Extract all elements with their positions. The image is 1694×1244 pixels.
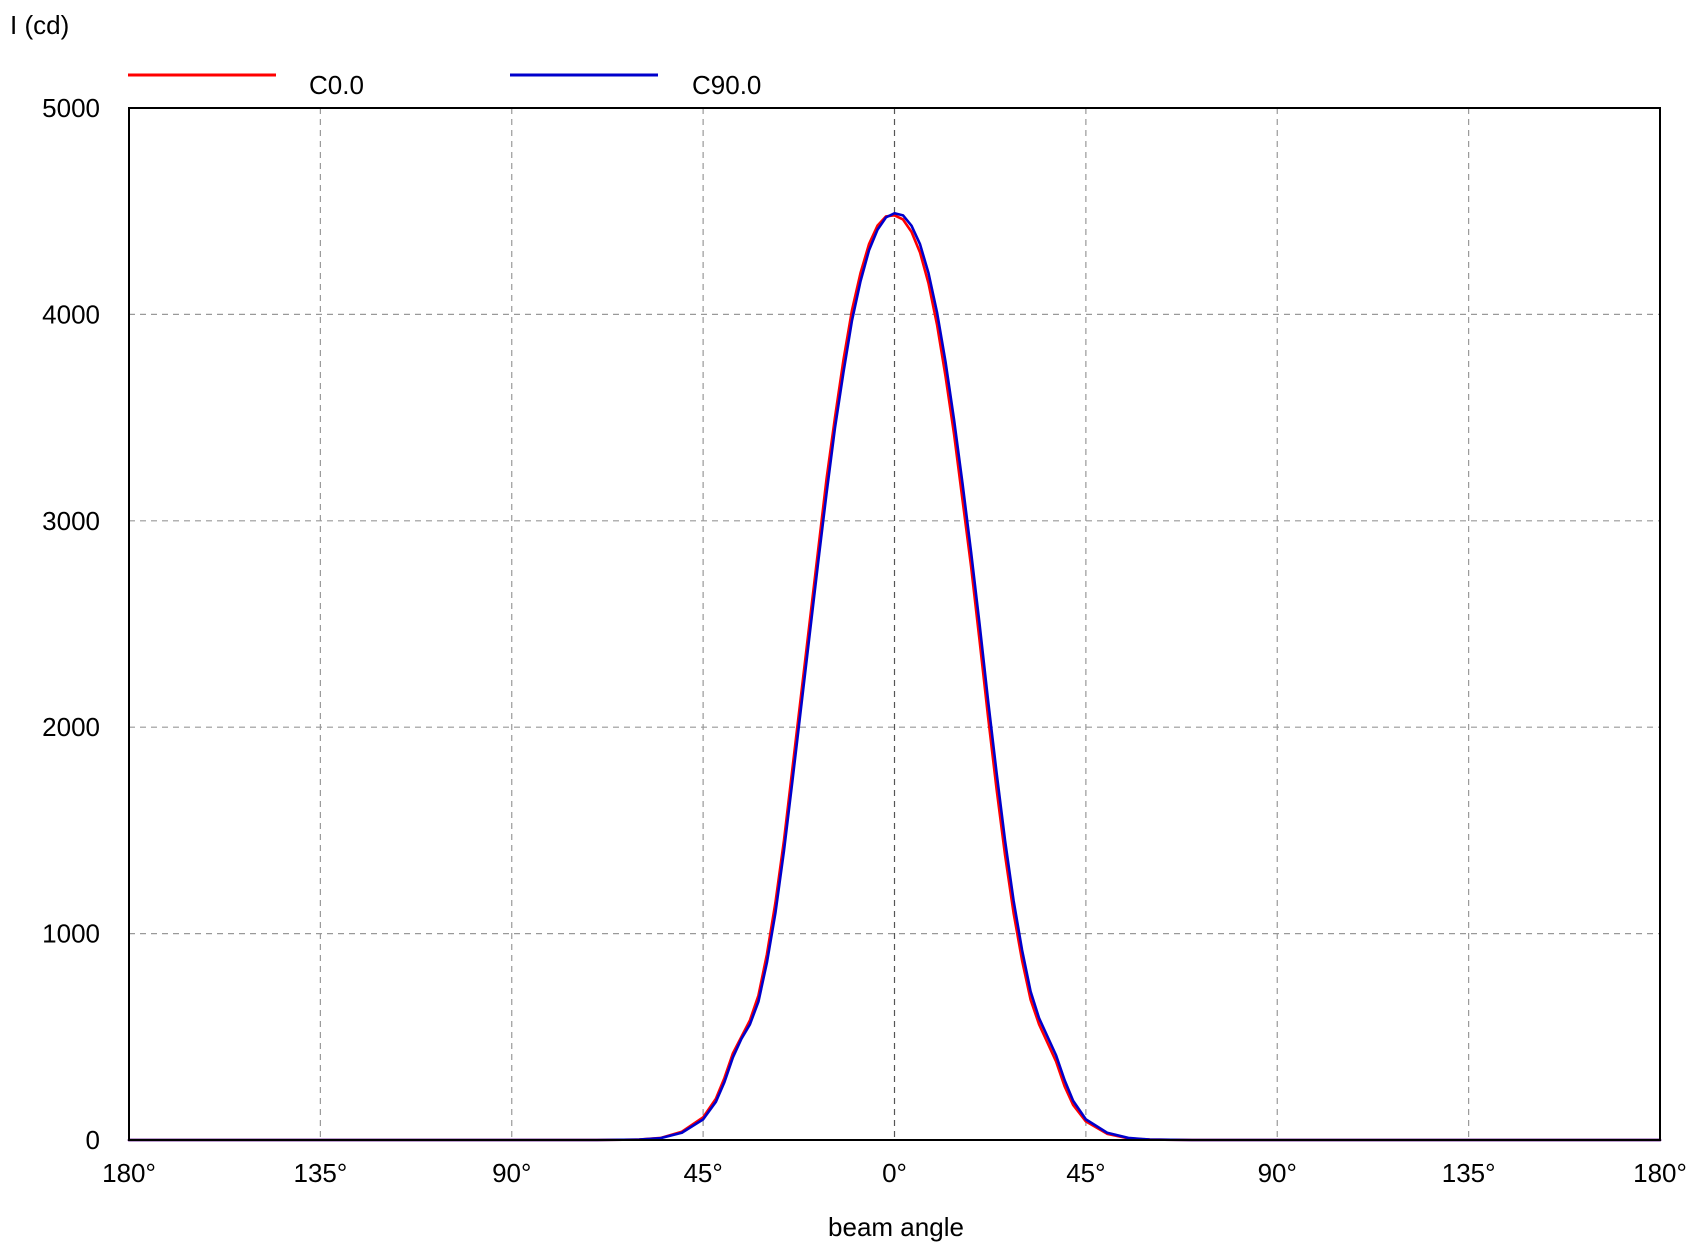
x-tick-label: 180° [1633, 1158, 1687, 1188]
plot-frame [128, 107, 1661, 1141]
legend: C0.0 C90.0 [128, 70, 761, 100]
y-tick-label: 2000 [42, 712, 100, 742]
y-tick-label: 5000 [42, 93, 100, 123]
x-tick-label: 135° [293, 1158, 347, 1188]
series-lines [127, 211, 1662, 1142]
x-tick-label: 180° [102, 1158, 156, 1188]
x-tick-label: 90° [492, 1158, 531, 1188]
x-tick-label: 135° [1442, 1158, 1496, 1188]
legend-label-c0: C0.0 [309, 70, 364, 100]
x-tick-label: 45° [1066, 1158, 1105, 1188]
x-tick-labels: 180° 135° 90° 45° 0° 45° 90° 135° 180° [102, 1158, 1687, 1188]
series-line-c90 [127, 211, 1662, 1142]
y-tick-label: 1000 [42, 919, 100, 949]
y-tick-label: 0 [86, 1125, 100, 1155]
legend-label-c90: C90.0 [692, 70, 761, 100]
x-tick-label: 0° [882, 1158, 907, 1188]
x-tick-label: 90° [1258, 1158, 1297, 1188]
y-axis-label: I (cd) [10, 10, 69, 40]
x-axis-label: beam angle [828, 1212, 964, 1242]
y-tick-label: 4000 [42, 299, 100, 329]
y-tick-labels: 0 1000 2000 3000 4000 5000 [42, 93, 100, 1155]
y-tick-label: 3000 [42, 506, 100, 536]
grid-lines [129, 108, 1660, 1140]
x-tick-label: 45° [683, 1158, 722, 1188]
